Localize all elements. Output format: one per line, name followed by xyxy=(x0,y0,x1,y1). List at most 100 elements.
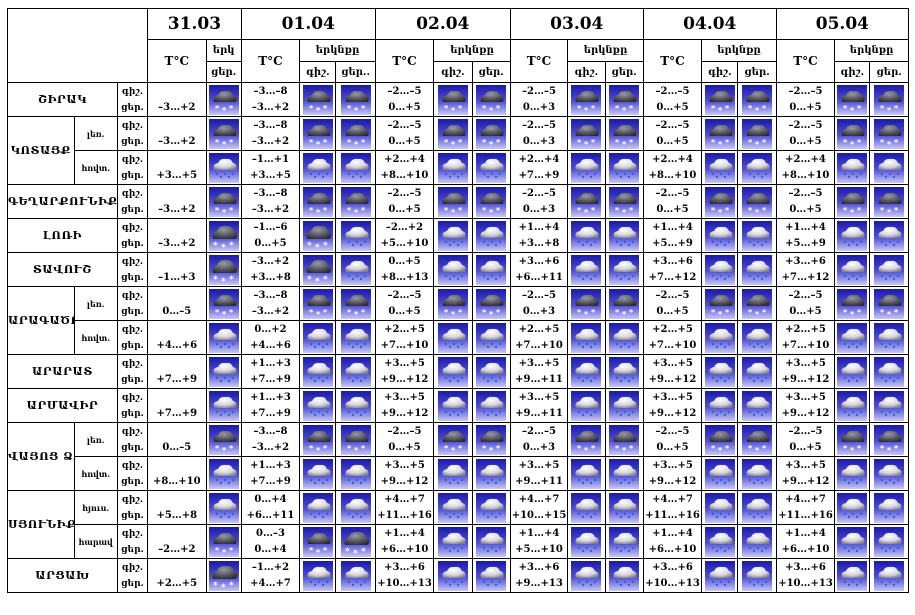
weather-cell xyxy=(471,388,511,423)
weather-cell xyxy=(205,150,242,185)
weather-cell xyxy=(567,456,606,491)
night-temp: +3…+5 xyxy=(518,459,560,471)
weather-cell xyxy=(205,354,242,389)
temp-label: T°C xyxy=(147,39,207,83)
night-snow-icon xyxy=(303,425,333,455)
temp-range: –2…–5 0…+3 xyxy=(509,82,569,117)
day-temp: –3…+2 xyxy=(251,135,290,147)
day-rain-icon xyxy=(476,493,506,523)
day-snow-icon xyxy=(341,187,371,217)
day-temp: +7…+9 xyxy=(250,407,291,419)
weather-cell xyxy=(335,354,376,389)
day-rain-icon xyxy=(742,255,772,285)
temp-range: –2…–5 0…+5 xyxy=(642,82,703,117)
temp-range: –2…–5 0…+3 xyxy=(509,286,569,321)
day-snow-icon xyxy=(609,289,639,319)
night-temp: +3…+6 xyxy=(785,255,826,267)
night-rain-icon xyxy=(705,323,735,353)
night-snow-icon xyxy=(705,85,735,115)
zone-name: հովտ. xyxy=(73,320,118,355)
weather-cell xyxy=(299,252,337,287)
weather-cell xyxy=(737,150,777,185)
night-rain-icon xyxy=(303,391,333,421)
weather-cell xyxy=(299,558,337,593)
night-temp: –3…–8 xyxy=(253,85,288,97)
weather-cell xyxy=(737,116,777,151)
night-day-labels: գիշ. ցեր. xyxy=(116,456,149,491)
night-temp: +2…+5 xyxy=(652,323,693,335)
day-temp: +6…+10 xyxy=(380,543,429,555)
night-temp: +3…+6 xyxy=(518,561,560,573)
night-temp: +3…+6 xyxy=(652,561,693,573)
temp-range: +1…+4 +6…+10 xyxy=(642,524,703,559)
temp-range: +1…+4 +5…+9 xyxy=(642,218,703,253)
weather-cell xyxy=(205,558,242,593)
temp-range: +3…+5 +9…+12 xyxy=(374,456,435,491)
day-temp: 0…+5 xyxy=(388,441,421,453)
temp-day-only: +2…+5 xyxy=(147,558,207,593)
night-day-labels: գիշ. ցեր. xyxy=(116,558,149,593)
cloud-label: երկնքը xyxy=(433,39,511,62)
day-temp: +6…+10 xyxy=(648,543,697,555)
day-label: ցեր.. xyxy=(335,61,376,83)
date-header: 05.04 xyxy=(775,8,910,40)
temp-range: 0…+4 +6…+11 xyxy=(240,490,301,525)
day-temp: +8…+10 xyxy=(648,169,697,181)
weather-cell xyxy=(471,286,511,321)
night-temp: +3…+6 xyxy=(785,561,826,573)
night-label: գիշ. xyxy=(121,154,143,165)
temp-range: –2…–5 0…+5 xyxy=(374,422,435,457)
day-temp: 0…+5 xyxy=(388,101,421,113)
weather-cell xyxy=(335,422,376,457)
night-rain-icon xyxy=(837,153,867,183)
night-temp: 0…–3 xyxy=(256,527,285,539)
temp-range: +3…+5 +9…+12 xyxy=(374,354,435,389)
weather-cell xyxy=(701,320,739,355)
weather-cell xyxy=(299,524,337,559)
day-rain-icon xyxy=(476,153,506,183)
weather-cell xyxy=(205,490,242,525)
day-snow-icon xyxy=(742,289,772,319)
night-rain-icon xyxy=(705,391,735,421)
night-snow-icon xyxy=(571,85,601,115)
day-temp: –3…+2 xyxy=(251,203,290,215)
table-row: ԱՐՑԱԽ գիշ. ցեր. +2…+5 –1…+2 +4…+7 +3…+6 +10…+13… xyxy=(7,558,909,593)
day-temp: +5…+9 xyxy=(652,237,693,249)
day-rain-icon xyxy=(742,459,772,489)
day-temp: +7…+9 xyxy=(518,169,560,181)
temp-range: –2…–5 0…+5 xyxy=(775,422,836,457)
night-rain-icon xyxy=(438,493,468,523)
temp-day-only: +4…+6 xyxy=(147,320,207,355)
temp-day-only: –3…+2 xyxy=(147,218,207,253)
weather-cell xyxy=(335,184,376,219)
table-row: հովտ. գիշ. ցեր. +3…+5 –1…+1 +3…+5 +2…+4 +8…+10 +… xyxy=(8,150,909,185)
night-rain-icon xyxy=(571,527,601,557)
night-label: գիշ. xyxy=(121,426,143,437)
night-rain-icon xyxy=(571,221,601,251)
day-rain-icon xyxy=(341,493,371,523)
night-temp: –2…–5 xyxy=(788,85,823,97)
weather-cell xyxy=(834,422,871,457)
weather-cell xyxy=(205,218,242,253)
night-temp: +1…+4 xyxy=(384,527,425,539)
table-row: ՏԱՎՈՒՇ գիշ. ցեր. –1…+3 –3…+2 +3…+8 0…+5 +8…+13 +… xyxy=(7,252,909,287)
night-rain-icon xyxy=(571,255,601,285)
day-snow-icon xyxy=(874,119,904,149)
weather-cell xyxy=(299,150,337,185)
weather-cell xyxy=(869,184,909,219)
weather-cell xyxy=(604,184,644,219)
day-rain-icon xyxy=(874,459,904,489)
temp-range: –2…–5 0…+3 xyxy=(509,184,569,219)
night-rain-icon xyxy=(705,561,735,591)
day-snow-icon xyxy=(209,119,239,149)
day-rain-icon xyxy=(874,391,904,421)
temp-range: +3…+6 +10…+13 xyxy=(374,558,435,593)
night-label: գիշ. xyxy=(299,61,337,83)
night-temp: –1…+2 xyxy=(251,561,290,573)
weather-cell xyxy=(205,286,242,321)
weather-cell xyxy=(834,354,871,389)
temp-label: T°C xyxy=(642,39,703,83)
weather-cell xyxy=(834,116,871,151)
temp-range: –1…–6 0…+5 xyxy=(240,218,301,253)
day-snow-icon xyxy=(609,85,639,115)
